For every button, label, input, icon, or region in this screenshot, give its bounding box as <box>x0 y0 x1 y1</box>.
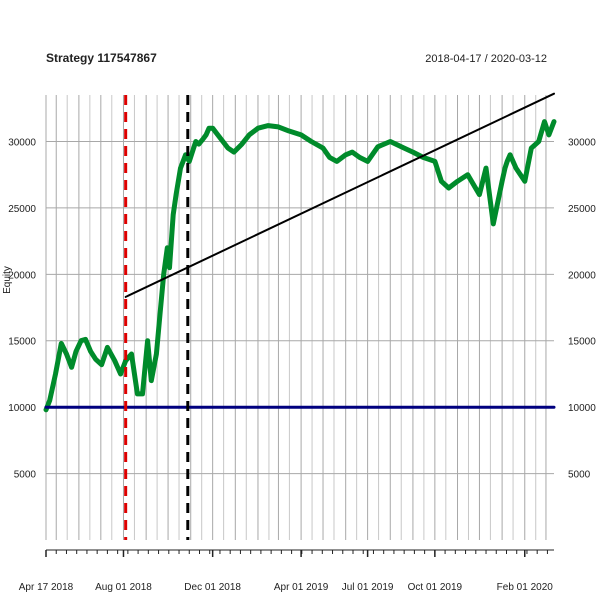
y-tick-label-left: 10000 <box>8 403 36 414</box>
y-tick-label-right: 5000 <box>568 470 591 481</box>
y-tick-label-right: 30000 <box>568 137 596 148</box>
x-tick-label: Jul 01 2019 <box>342 582 394 593</box>
series-group <box>43 92 557 413</box>
y-axis-label: Equity <box>2 266 13 294</box>
y-tick-label-right: 15000 <box>568 337 596 348</box>
x-tick-label: Feb 01 2020 <box>497 582 554 593</box>
y-tick-label-left: 25000 <box>8 204 36 215</box>
y-tick-label-right: 20000 <box>568 270 596 281</box>
y-tick-label-right: 25000 <box>568 204 596 215</box>
chart-title: Strategy 117547867 <box>46 51 157 65</box>
y-tick-label-left: 15000 <box>8 337 36 348</box>
x-tick-label: Oct 01 2019 <box>408 582 463 593</box>
grid <box>45 95 554 540</box>
axes: 5000 5000 10000 10000 15000 15000 20000 20000 25… <box>8 137 596 593</box>
trend-line <box>124 92 555 298</box>
equity-line <box>43 119 557 413</box>
markers-group <box>124 95 190 540</box>
y-tick-label-left: 30000 <box>8 137 36 148</box>
y-tick-label-right: 10000 <box>568 403 596 414</box>
x-tick-label: Aug 01 2018 <box>95 582 152 593</box>
x-tick-label: Apr 17 2018 <box>19 582 74 593</box>
date-range: 2018-04-17 / 2020-03-12 <box>425 53 547 65</box>
x-tick-label: Apr 01 2019 <box>274 582 329 593</box>
y-tick-label-left: 20000 <box>8 270 36 281</box>
x-tick-label: Dec 01 2018 <box>184 582 241 593</box>
y-tick-label-left: 5000 <box>14 470 37 481</box>
